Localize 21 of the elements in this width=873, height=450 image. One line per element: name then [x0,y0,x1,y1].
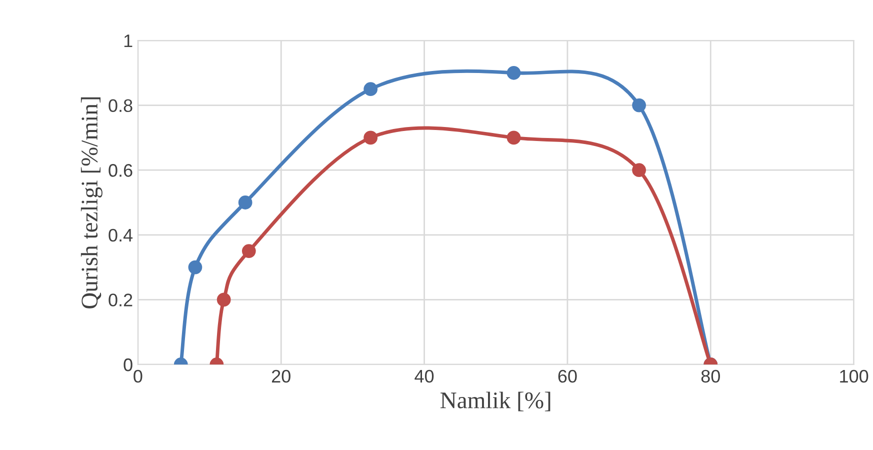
y-axis-title: Qurish tezligi [%/min] [80,97,102,308]
x-tick-label: 80 [701,370,720,383]
x-tick-label: 100 [840,370,868,383]
y-tick-label: 0.4 [108,228,133,242]
point [632,98,646,112]
y-tick-label: 0.8 [108,99,132,112]
y-tick-label: 0.6 [108,164,132,177]
y-tick-label: 1 [124,34,132,48]
x-tick-label: 60 [558,370,577,383]
point [506,66,521,80]
x-tick-label: 0 [134,370,142,383]
y-tick-label: 0.2 [108,294,132,306]
x-tick-label: 20 [272,370,290,383]
y-tick-label: 0 [124,358,132,372]
x-axis-title: Namlik [%] [440,392,550,412]
point [506,130,521,145]
point [238,196,252,210]
point [632,163,646,178]
point [364,82,378,96]
x-tick-label: 40 [414,370,434,383]
point [364,130,378,145]
